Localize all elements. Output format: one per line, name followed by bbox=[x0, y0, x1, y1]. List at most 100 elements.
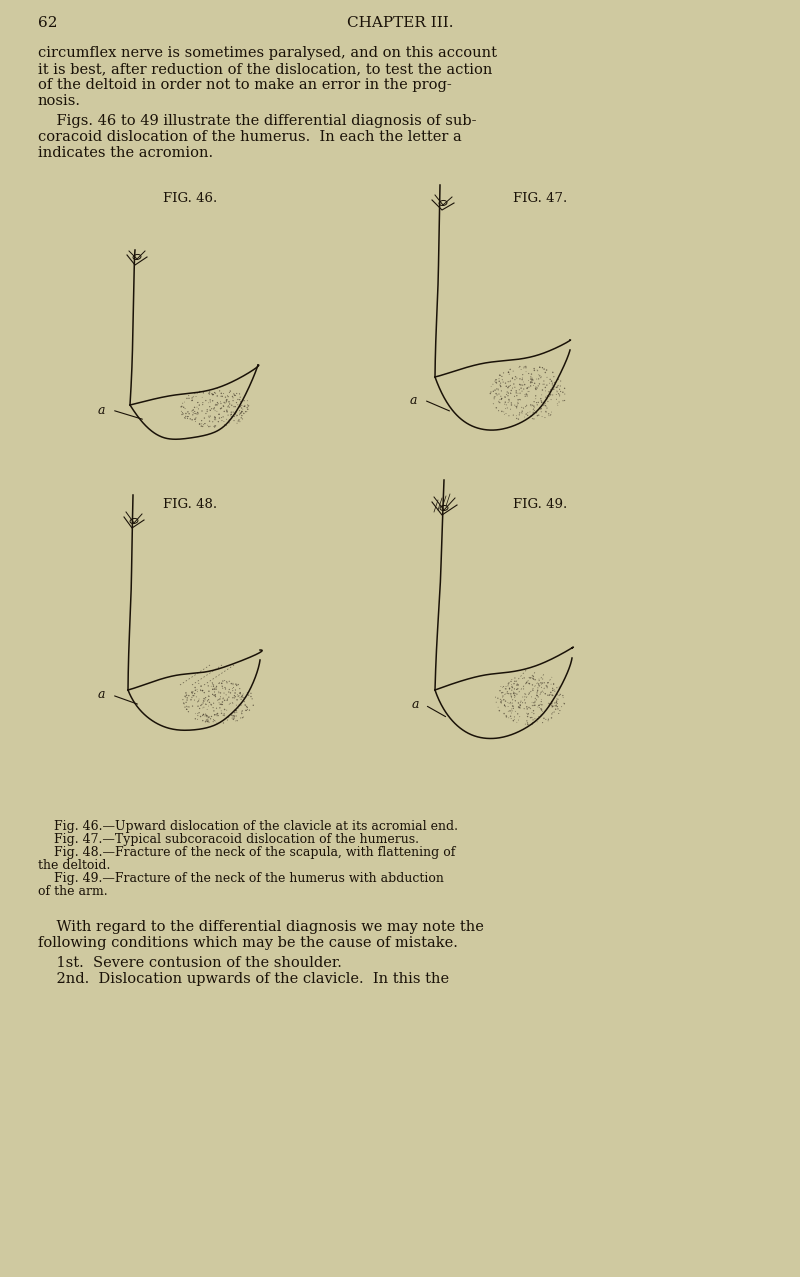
Point bbox=[223, 679, 236, 700]
Point bbox=[516, 368, 529, 388]
Point bbox=[527, 695, 540, 715]
Point bbox=[505, 683, 518, 704]
Point bbox=[181, 690, 194, 710]
Point bbox=[498, 704, 510, 724]
Point bbox=[495, 381, 508, 401]
Point bbox=[534, 693, 547, 714]
Point bbox=[175, 401, 188, 421]
Point bbox=[233, 683, 246, 704]
Point bbox=[235, 397, 248, 418]
Point bbox=[221, 389, 234, 410]
Point bbox=[234, 402, 247, 423]
Point bbox=[550, 691, 563, 711]
Point bbox=[223, 393, 236, 414]
Point bbox=[210, 378, 223, 398]
Point bbox=[202, 709, 214, 729]
Point bbox=[188, 404, 201, 424]
Point bbox=[505, 395, 518, 415]
Point bbox=[222, 410, 235, 430]
Point bbox=[530, 386, 542, 406]
Point bbox=[206, 384, 219, 405]
Point bbox=[552, 369, 565, 389]
Point bbox=[552, 375, 565, 396]
Point bbox=[486, 374, 499, 395]
Point bbox=[177, 404, 190, 424]
Point bbox=[510, 713, 523, 733]
Point bbox=[208, 684, 221, 705]
Point bbox=[508, 678, 521, 699]
Point bbox=[531, 395, 544, 415]
Point bbox=[229, 700, 242, 720]
Point bbox=[487, 393, 500, 414]
Point bbox=[498, 695, 511, 715]
Point bbox=[541, 375, 554, 396]
Point bbox=[511, 395, 524, 415]
Point bbox=[526, 668, 539, 688]
Point bbox=[206, 383, 218, 404]
Point bbox=[215, 673, 228, 693]
Point bbox=[233, 401, 246, 421]
Point bbox=[534, 704, 547, 724]
Point bbox=[201, 401, 214, 421]
Point bbox=[520, 361, 533, 382]
Point bbox=[200, 705, 213, 725]
Point bbox=[186, 391, 198, 411]
Point bbox=[202, 713, 215, 733]
Point bbox=[546, 363, 559, 383]
Point bbox=[511, 704, 524, 724]
Point bbox=[533, 697, 546, 718]
Point bbox=[203, 384, 216, 405]
Point bbox=[506, 679, 518, 700]
Point bbox=[532, 369, 545, 389]
Point bbox=[502, 391, 515, 411]
Point bbox=[553, 686, 566, 706]
Point bbox=[204, 416, 217, 437]
Point bbox=[522, 370, 534, 391]
Point bbox=[179, 683, 192, 704]
Point bbox=[496, 682, 509, 702]
Point bbox=[220, 415, 233, 435]
Point bbox=[196, 710, 209, 730]
Point bbox=[514, 402, 526, 423]
Point bbox=[241, 684, 254, 705]
Point bbox=[530, 684, 543, 705]
Point bbox=[209, 677, 222, 697]
Point bbox=[547, 702, 560, 723]
Point bbox=[527, 692, 540, 713]
Point bbox=[525, 372, 538, 392]
Point bbox=[522, 405, 534, 425]
Point bbox=[512, 389, 525, 410]
Point bbox=[186, 387, 199, 407]
Point bbox=[527, 409, 540, 429]
Point bbox=[535, 690, 548, 710]
Point bbox=[548, 692, 561, 713]
Point bbox=[531, 681, 544, 701]
Point bbox=[528, 401, 541, 421]
Point bbox=[532, 674, 545, 695]
Point bbox=[230, 402, 242, 423]
Point bbox=[554, 684, 566, 705]
Point bbox=[514, 691, 527, 711]
Point bbox=[209, 395, 222, 415]
Point bbox=[206, 398, 218, 419]
Point bbox=[186, 401, 199, 421]
Point bbox=[505, 381, 518, 401]
Point bbox=[494, 681, 506, 701]
Point bbox=[203, 692, 216, 713]
Point bbox=[215, 398, 228, 419]
Point bbox=[510, 386, 523, 406]
Point bbox=[505, 672, 518, 692]
Point bbox=[210, 704, 223, 724]
Point bbox=[498, 387, 511, 407]
Point bbox=[509, 366, 522, 387]
Point bbox=[533, 706, 546, 727]
Point bbox=[548, 702, 561, 723]
Point bbox=[209, 711, 222, 732]
Point bbox=[521, 384, 534, 405]
Point bbox=[518, 374, 531, 395]
Point bbox=[535, 384, 548, 405]
Point bbox=[488, 388, 501, 409]
Point bbox=[188, 409, 201, 429]
Point bbox=[546, 378, 558, 398]
Point bbox=[494, 365, 506, 386]
